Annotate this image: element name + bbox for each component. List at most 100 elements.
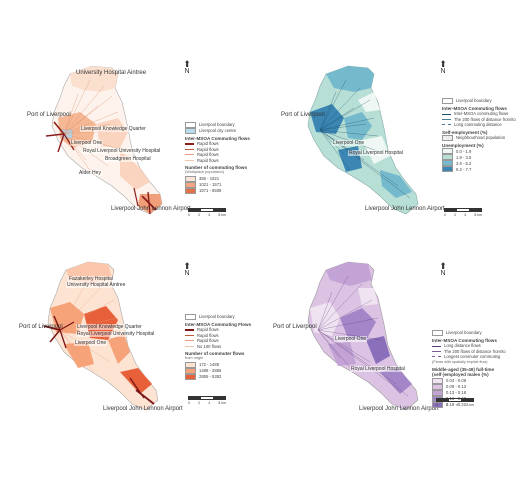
legend-class: 0.04 - 0.09 [446,378,467,384]
area-shade-d7 [358,288,378,306]
map-panel-a: ⬆ N University Hospital Aintree Port of L… [0,0,262,247]
legend-a: Liverpool boundary Liverpool city centre… [185,122,259,194]
area-shade-b7 [358,92,380,112]
legend-flow: The 200 flows of distance from/to [454,116,516,122]
north-arrow-b: ⬆ N [437,59,449,76]
map-a-canvas [45,65,163,215]
legend-flows-title: Inter-MSOA Commuting Flows [185,322,252,327]
legend-flow: The 200 flows of distance from/to [444,348,506,354]
map-label: Liverpool One [70,140,104,146]
map-label: Liverpool One [332,140,366,146]
legend-flows-title: Inter-MSOA Commuting flows [442,106,507,111]
legend-classes-title: Unemployment (%) [442,143,484,149]
legend-boundary: Liverpool boundary [199,122,235,128]
north-arrow-icon: ⬆ [183,261,191,271]
north-arrow-icon: ⬆ [439,59,447,69]
area-shade-d3 [340,308,376,340]
legend-class: 0.13 - 0.16 [446,390,467,396]
area-shade-a1 [70,66,118,92]
area-shade-d6 [380,368,412,394]
map-panel-b: ⬆ N Port of Liverpool Liverpool One Royal… [262,0,525,247]
map-label: Liverpool One [74,340,108,346]
map-label: University Hospital Aintree [66,282,127,288]
map-label: Port of Liverpool [273,324,317,330]
map-label: Liverpool One [334,336,368,342]
legend-flow: Long distance flows [444,343,481,349]
area-shade-d5 [328,342,356,366]
legend-flow-note: (Flows with spatially implicit flow) [432,359,488,364]
legend-class: 5.2 - 7.7 [456,166,472,172]
map-label: Port of Liverpool [281,112,325,118]
legend-class: 172 - 1488 [199,362,220,368]
legend-flow: Inter-MSOA commuting flows [454,111,509,117]
legend-flow: Longest commuter commuting [444,354,501,360]
legend-count-subtitle: from origin [185,356,203,361]
legend-flow: Rapid flows [197,152,219,158]
legend-flow: Rapid flows [197,157,219,163]
area-shade-d4 [366,336,390,364]
legend-c: Liverpool boundary Inter-MSOA Commuting … [185,314,259,380]
map-panel-c: ⬆ N Fazakerley Hospital University Hospit… [0,248,262,495]
legend-class: 2855 - 5382 [199,374,222,380]
area-shade-b3 [344,112,372,140]
legend-boundary: Liverpool boundary [456,98,492,104]
north-arrow-a: ⬆ N [181,60,193,76]
area-shade-d1 [326,262,372,286]
north-arrow-c: ⬆ N [181,261,193,278]
strong-flows-a [45,121,157,215]
legend-flow: Long commuting distance [454,122,502,128]
map-label: Royal Liverpool Hospital [350,366,406,372]
map-label: Liverpool John Lennon Airport [111,206,191,212]
legend-class: 1488 - 2855 [199,368,222,374]
area-shade-c3 [108,334,130,364]
legend-b: Liverpool boundary Inter-MSOA Commuting … [442,98,522,173]
map-label: Liverpool Knowledge Quarter [76,324,143,330]
legend-note: Neighbourhood population [456,135,506,141]
map-label: University Hospital Aintree [76,70,147,76]
legend-flow: Rapid flows [197,146,219,152]
map-label: Liverpool John Lennon Airport [359,406,439,412]
legend-flow: Rapid flows [197,332,219,338]
legend-flow: Rapid flows [197,141,219,147]
legend-count-title: Number of commuting flows [185,165,248,171]
strong-flows-c [43,315,155,405]
legend-boundary: Liverpool boundary [446,330,482,336]
map-label: Liverpool John Lennon Airport [365,206,445,212]
area-shade-d2 [310,302,340,336]
legend-flow: Rapid flows [197,327,219,333]
legend-flow: Rapid flows [197,338,219,344]
map-label: Royal Liverpool University Hospital [76,331,156,337]
map-panel-d: ⬆ N Port of Liverpool Liverpool One Royal… [262,248,525,495]
legend-class: 1021 - 1571 [199,182,222,188]
legend-class: 0.09 - 0.13 [446,384,467,390]
flow-lines-d [317,275,409,397]
north-arrow-d: ⬆ N [437,261,449,278]
legend-boundary: Liverpool boundary [199,314,235,320]
legend-class: 0.0 - 1.9 [456,148,472,154]
legend-selfemp-title: Self-employment (%) [442,129,488,135]
legend-class: 0.19 - 0.22 [446,402,467,408]
map-label: Broadgreen Hospital [104,156,152,162]
legend-d: Liverpool boundary Inter-MSOA Commuting … [432,330,522,408]
legend-class: 3.5 - 5.2 [456,160,472,166]
area-shade-c4 [64,342,94,368]
legend-flows-title: Inter-MSOA Commuting flows [432,338,497,343]
map-label: Alder Hey [78,170,102,176]
legend-flows-title: Inter-MSOA Commuting flows [185,136,250,141]
area-shade-b5 [380,170,412,198]
map-label: Port of Liverpool [19,324,63,330]
north-arrow-icon: ⬆ [439,261,447,271]
flow-lines-b [319,79,411,199]
area-shade-b1 [326,66,374,92]
legend-city-centre: Liverpool city centre [199,128,237,134]
legend-flow: No 100 flows [197,343,222,349]
legend-count-title: Number of commuter flows [185,351,245,357]
map-label: Fazakerley Hospital [68,276,114,282]
legend-classes-title: Middle-aged (35-49) full-time (self-)emp… [432,367,495,378]
legend-class: 1571 - 6508 [199,188,222,194]
legend-class: 356 - 1021 [199,176,220,182]
